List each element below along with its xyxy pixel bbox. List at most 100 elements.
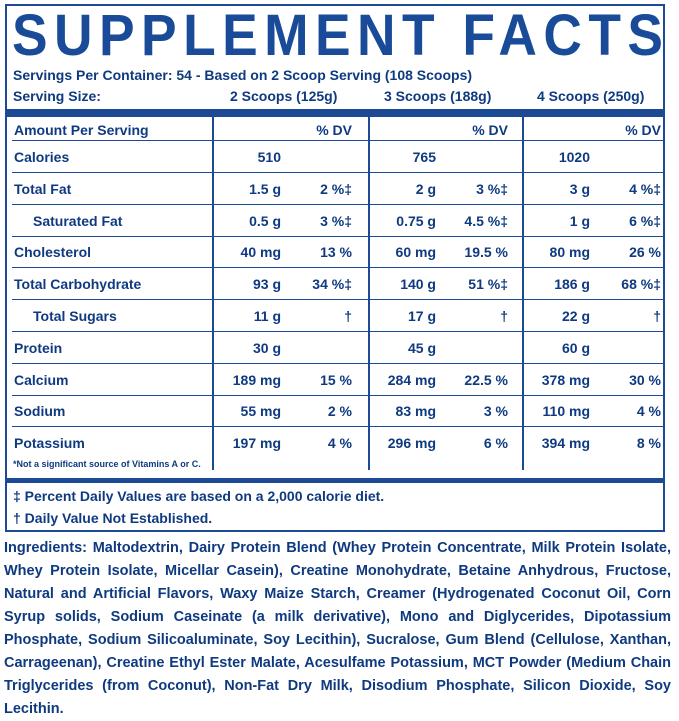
amount-per-serving-label: Amount Per Serving: [14, 122, 149, 138]
serving-size-col2: 3 Scoops (188g): [384, 88, 492, 104]
nutrient-amount: 40 mg: [240, 244, 281, 261]
row-separator: [12, 299, 665, 301]
nutrient-name: Cholesterol: [14, 244, 92, 261]
dv-header-col3: % DV: [625, 122, 661, 138]
nutrient-amount: 197 mg: [232, 435, 281, 452]
dv-header-col1: % DV: [316, 122, 352, 138]
nutrient-row: Sodium 55 mg 2 % 83 mg 3 % 110 mg 4 %: [5, 395, 665, 428]
row-separator: [12, 172, 665, 173]
nutrient-dv: 26 %: [629, 244, 661, 261]
nutrient-dv: †: [653, 308, 661, 324]
ingredients-label: Ingredients:: [4, 540, 87, 556]
nutrient-dv: 19.5 %: [464, 244, 508, 261]
nutrient-dv: 6 %: [483, 435, 508, 452]
nutrient-row: Total Fat 1.5 g 2 %‡ 2 g 3 %‡ 3 g 4 %‡: [5, 173, 665, 205]
nutrient-dv: 13 %: [320, 244, 352, 261]
nutrient-amount: 93 g: [252, 276, 281, 293]
nutrient-dv: 4.5 %‡: [464, 212, 508, 229]
nutrient-dv: 30 %: [629, 371, 661, 388]
footnote-divider: [5, 478, 665, 483]
nutrient-dv: 51 %‡: [468, 276, 508, 293]
nutrient-amount: 0.75 g: [396, 212, 436, 229]
nutrient-row: Calcium 189 mg 15 % 284 mg 22.5 % 378 mg 30 %: [5, 364, 665, 396]
nutrient-name: Potassium: [14, 435, 85, 452]
nutrient-name: Total Sugars: [33, 308, 117, 324]
nutrient-row: Total Carbohydrate 93 g 34 %‡ 140 g 51 %‡ 186…: [5, 268, 665, 301]
vitamin-note: *Not a significant source of Vitamins A …: [13, 459, 201, 469]
nutrient-dv: 4 %‡: [629, 180, 661, 197]
nutrient-amount: 1020: [558, 149, 590, 165]
row-separator: [12, 267, 665, 269]
nutrient-amount: 296 mg: [387, 435, 436, 452]
serving-size-col1: 2 Scoops (125g): [230, 88, 338, 104]
nutrient-dv: 68 %‡: [621, 276, 661, 293]
serving-size-col3: 4 Scoops (250g): [537, 88, 645, 104]
row-separator: [12, 235, 665, 237]
row-separator: [12, 394, 665, 396]
footnote-not-established: † Daily Value Not Established.: [13, 510, 213, 526]
nutrient-dv: 2 %: [327, 403, 352, 420]
nutrient-name: Sodium: [14, 403, 66, 420]
nutrient-amount: 60 mg: [395, 244, 436, 261]
nutrient-name: Total Carbohydrate: [14, 276, 142, 293]
nutrient-dv: 34 %‡: [312, 276, 352, 293]
nutrient-amount: 80 mg: [549, 244, 590, 261]
nutrient-amount: 189 mg: [232, 371, 281, 388]
nutrient-amount: 510: [257, 149, 281, 165]
nutrient-dv: 6 %‡: [629, 212, 661, 229]
ingredients-text: Maltodextrin, Dairy Protein Blend (Whey …: [4, 540, 671, 717]
nutrient-amount: 60 g: [561, 339, 590, 356]
nutrient-name: Calcium: [14, 371, 69, 388]
nutrient-row: Potassium 197 mg 4 % 296 mg 6 % 394 mg 8 %: [5, 427, 665, 459]
nutrient-name: Calories: [14, 149, 70, 165]
ingredients-paragraph: Ingredients: Maltodextrin, Dairy Protein…: [4, 537, 671, 721]
nutrient-amount: 1.5 g: [249, 180, 281, 197]
nutrient-amount: 55 mg: [240, 403, 281, 420]
nutrient-dv: 3 %‡: [476, 180, 508, 197]
nutrient-amount: 45 g: [407, 339, 436, 356]
row-separator: [12, 426, 665, 428]
column-divider-1: [212, 117, 214, 470]
nutrient-dv: 3 %: [483, 403, 508, 420]
nutrient-amount: 765: [412, 149, 436, 165]
amount-header-row: Amount Per Serving % DV % DV % DV: [5, 117, 665, 141]
nutrient-name: Protein: [14, 339, 63, 356]
nutrient-dv: 2 %‡: [320, 180, 352, 197]
nutrient-amount: 22 g: [561, 308, 590, 324]
nutrient-amount: 17 g: [407, 308, 436, 324]
column-divider-2: [368, 117, 370, 470]
nutrient-amount: 2 g: [415, 180, 436, 197]
nutrient-amount: 284 mg: [387, 371, 436, 388]
nutrient-row: Cholesterol 40 mg 13 % 60 mg 19.5 % 80 mg 26 %: [5, 236, 665, 269]
footnote-daily-value: ‡ Percent Daily Values are based on a 2,…: [13, 488, 385, 504]
nutrient-amount: 186 g: [554, 276, 590, 293]
row-separator: [12, 331, 665, 332]
nutrient-amount: 0.5 g: [249, 212, 281, 229]
nutrient-amount: 30 g: [252, 339, 281, 356]
nutrient-amount: 394 mg: [541, 435, 590, 452]
nutrient-dv: 15 %: [320, 371, 352, 388]
nutrient-amount: 83 mg: [395, 403, 436, 420]
nutrient-amount: 378 mg: [541, 371, 590, 388]
nutrient-row: Total Sugars 11 g † 17 g † 22 g †: [5, 300, 665, 332]
nutrient-name: Saturated Fat: [33, 212, 123, 229]
column-divider-3: [522, 117, 524, 470]
row-separator: [12, 362, 665, 364]
nutrient-amount: 3 g: [569, 180, 590, 197]
nutrient-dv: 4 %: [636, 403, 661, 420]
servings-per-container: Servings Per Container: 54 - Based on 2 …: [13, 67, 473, 83]
nutrient-row: Calories 510 765 1020: [5, 141, 665, 173]
nutrient-amount: 140 g: [400, 276, 436, 293]
nutrient-row: Protein 30 g 45 g 60 g: [5, 332, 665, 364]
nutrient-dv: 4 %: [327, 435, 352, 452]
nutrient-dv: †: [344, 308, 352, 324]
nutrient-amount: 110 mg: [542, 403, 590, 420]
row-separator: [12, 203, 665, 205]
dv-header-col2: % DV: [472, 122, 508, 138]
thick-divider: [5, 109, 665, 117]
nutrient-name: Total Fat: [14, 180, 72, 197]
nutrient-dv: 22.5 %: [464, 371, 508, 388]
nutrient-row: Saturated Fat 0.5 g 3 %‡ 0.75 g 4.5 %‡ 1 g 6 %…: [5, 205, 665, 237]
nutrient-dv: 3 %‡: [320, 212, 352, 229]
panel-title: SUPPLEMENT FACTS: [12, 3, 670, 68]
